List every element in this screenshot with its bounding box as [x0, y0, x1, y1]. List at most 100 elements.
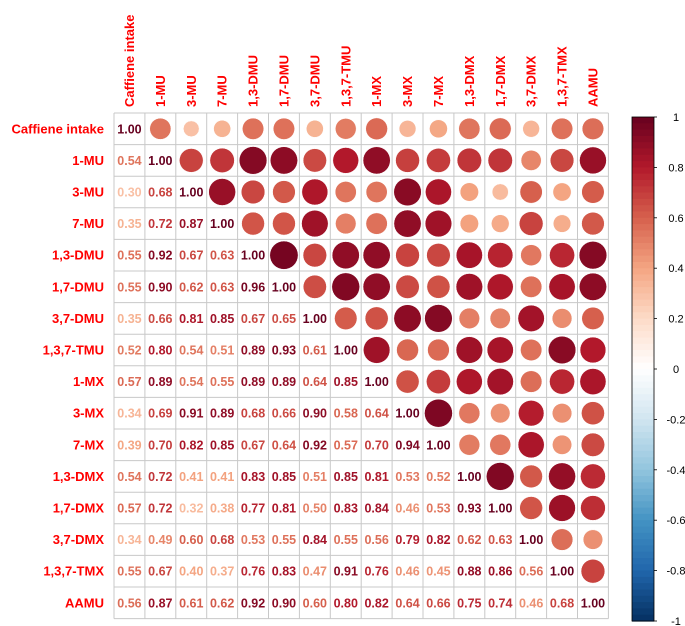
correlation-circle	[149, 117, 172, 140]
column-label: 3,7-DMX	[524, 55, 539, 107]
correlation-value: 0.64	[303, 375, 327, 389]
color-legend-segment	[632, 123, 654, 131]
correlation-circle	[548, 273, 576, 301]
color-legend-segment	[632, 299, 654, 307]
matrix-grid	[113, 112, 609, 620]
color-legend-segment	[632, 280, 654, 288]
correlation-value: 0.91	[334, 565, 358, 579]
color-legend-segment	[632, 526, 654, 534]
correlation-circle	[209, 147, 235, 173]
correlation-circle	[548, 462, 576, 491]
correlation-value: 0.60	[179, 533, 203, 547]
color-legend-segment	[632, 217, 654, 225]
correlation-value: 0.85	[210, 438, 234, 452]
row-label: 3-MU	[72, 185, 104, 200]
correlation-value: 0.63	[488, 533, 512, 547]
color-legend-segment	[632, 545, 654, 553]
correlation-value: 0.54	[179, 375, 203, 389]
row-label: 7-MX	[73, 437, 104, 452]
color-legend-segment	[632, 324, 654, 332]
correlation-value: 0.76	[241, 565, 265, 579]
color-legend-segment	[632, 154, 654, 162]
row-label: 7-MU	[72, 216, 104, 231]
correlation-value: 0.70	[148, 438, 172, 452]
correlation-circle	[552, 182, 572, 202]
correlation-value: 1.00	[519, 533, 543, 547]
row-label: 1,7-DMX	[53, 501, 105, 516]
color-legend-segment	[632, 243, 654, 250]
color-legend-segment	[632, 205, 654, 213]
color-legend-segment	[632, 532, 654, 540]
correlation-circle	[490, 403, 511, 424]
color-legend-segment	[632, 406, 654, 414]
color-legend-segment	[632, 224, 654, 231]
color-legend-segment	[632, 362, 654, 370]
correlation-circle	[426, 274, 451, 299]
correlation-circle	[550, 528, 574, 551]
color-legend-segment	[632, 469, 654, 477]
color-legend-segment	[632, 488, 654, 496]
correlation-value: 0.79	[395, 533, 419, 547]
correlation-value: 0.64	[364, 407, 388, 421]
correlation-circle	[365, 117, 388, 140]
color-legend-segment	[632, 350, 654, 357]
correlation-circle	[489, 434, 512, 456]
color-legend-tick-label: -0.4	[667, 465, 685, 477]
correlation-circle	[335, 213, 357, 235]
column-label: 7-MU	[215, 75, 230, 107]
correlation-circle	[578, 272, 607, 301]
color-legend-segment	[632, 142, 654, 150]
correlation-value: 0.54	[117, 470, 141, 484]
color-legend-segment	[632, 261, 654, 269]
column-label: 7-MX	[431, 76, 446, 107]
correlation-circle	[302, 148, 327, 173]
correlation-value: 0.62	[457, 533, 481, 547]
color-legend-segment	[632, 583, 654, 591]
correlation-value: 0.66	[426, 596, 450, 610]
color-legend-segment	[632, 167, 654, 175]
color-legend-segment	[632, 387, 654, 395]
correlation-value: 0.81	[364, 470, 388, 484]
column-label: 1-MX	[369, 76, 384, 107]
color-legend-segment	[632, 558, 654, 565]
correlation-value: 0.57	[117, 375, 141, 389]
color-legend-segment	[632, 438, 654, 446]
correlation-value: 0.66	[272, 407, 296, 421]
correlation-value: 0.57	[117, 502, 141, 516]
color-legend-segment	[632, 425, 654, 433]
row-label: Caffiene intake	[12, 121, 104, 136]
correlation-circle	[362, 272, 391, 301]
correlation-value: 0.61	[303, 344, 327, 358]
correlation-value: 1.00	[334, 344, 358, 358]
correlation-value: 0.92	[148, 249, 172, 263]
correlation-circle	[179, 148, 204, 173]
row-label: 1-MU	[72, 153, 104, 168]
correlation-value: 0.87	[148, 596, 172, 610]
correlation-circle	[426, 148, 451, 173]
correlation-circle	[364, 306, 389, 331]
correlation-value: 1.00	[148, 154, 172, 168]
correlation-circle	[581, 180, 605, 204]
color-legend-tick-label: -0.2	[667, 414, 685, 426]
correlation-value: 0.89	[148, 375, 172, 389]
correlation-value: 0.55	[117, 249, 141, 263]
column-label: 1,3-DMU	[246, 55, 261, 107]
correlation-circle	[519, 180, 543, 204]
correlation-value: 0.94	[395, 438, 419, 452]
correlation-value: 0.92	[303, 438, 327, 452]
column-label: Caffiene intake	[122, 15, 137, 107]
color-legend-segment	[632, 394, 654, 402]
color-legend-segment	[632, 117, 654, 124]
correlation-circle	[519, 464, 543, 489]
correlation-value: 1.00	[210, 217, 234, 231]
correlation-value: 0.58	[334, 407, 358, 421]
color-legend-tick-label: 1	[673, 112, 679, 124]
correlation-circle	[301, 178, 329, 206]
correlation-circle	[269, 240, 299, 270]
correlation-circle	[426, 369, 451, 394]
color-legend-segment	[632, 356, 654, 364]
color-legend-segment	[632, 482, 654, 490]
correlation-value: 0.87	[179, 217, 203, 231]
correlation-value: 0.88	[457, 565, 481, 579]
correlation-value: 0.68	[148, 186, 172, 200]
